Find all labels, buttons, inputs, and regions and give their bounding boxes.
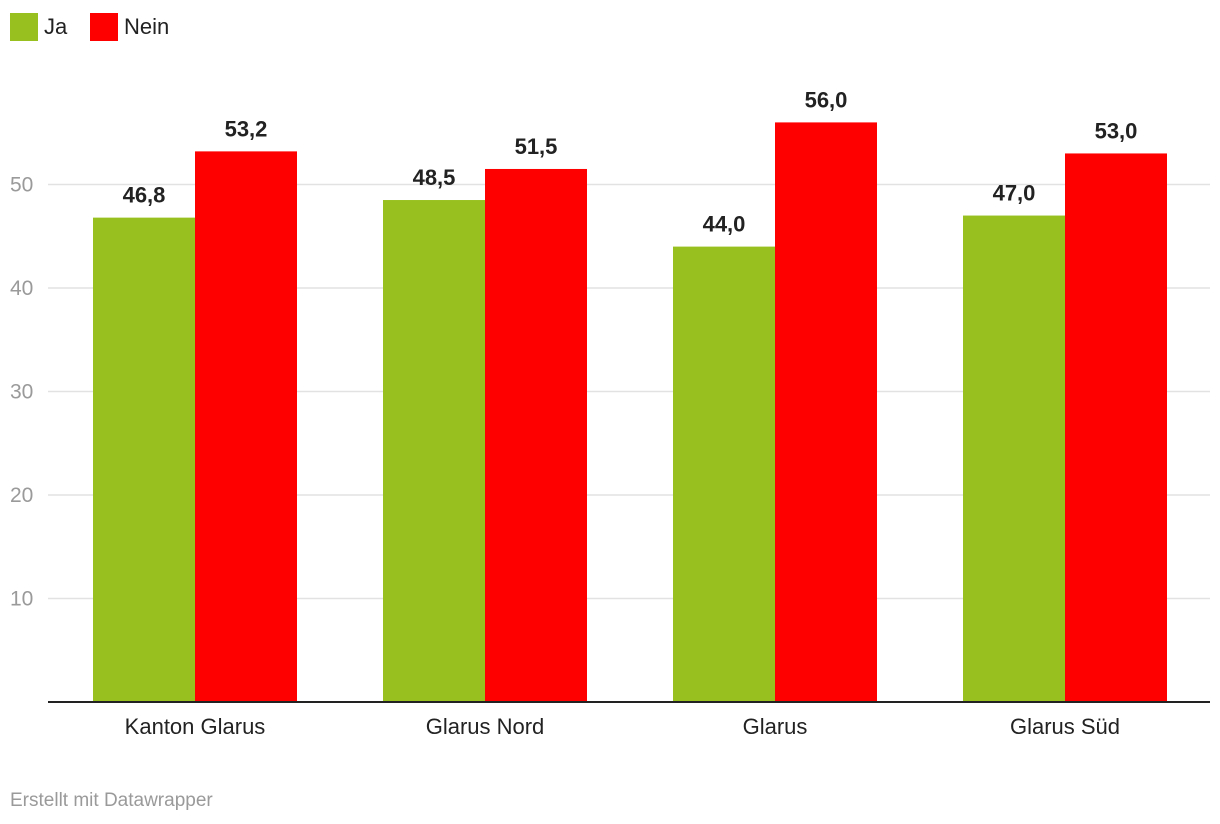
- legend-swatch-nein: [90, 13, 118, 41]
- value-label-nein-2: 56,0: [805, 87, 848, 112]
- bar-nein-0: [195, 151, 297, 702]
- y-tick-label-40: 40: [10, 277, 33, 300]
- value-label-ja-3: 47,0: [993, 181, 1036, 206]
- value-label-ja-1: 48,5: [413, 165, 456, 190]
- legend-label-nein: Nein: [124, 14, 169, 39]
- legend: Ja Nein: [10, 13, 169, 41]
- legend-swatch-ja: [10, 13, 38, 41]
- bar-nein-2: [775, 122, 877, 702]
- value-label-ja-0: 46,8: [123, 183, 166, 208]
- bars: [93, 122, 1167, 703]
- value-label-nein-1: 51,5: [515, 134, 558, 159]
- value-label-nein-0: 53,2: [225, 116, 268, 141]
- y-tick-label-20: 20: [10, 484, 33, 507]
- value-label-ja-2: 44,0: [703, 212, 746, 237]
- bar-ja-2: [673, 246, 775, 702]
- category-label-2: Glarus: [743, 714, 808, 739]
- category-label-1: Glarus Nord: [426, 714, 545, 739]
- bar-ja-0: [93, 217, 195, 702]
- footer-credit: Erstellt mit Datawrapper: [10, 790, 213, 811]
- legend-label-ja: Ja: [44, 14, 68, 39]
- bar-ja-3: [963, 215, 1065, 703]
- value-labels: 46,8 53,2 48,5 51,5 44,0 56,0 47,0 53,0: [123, 87, 1138, 236]
- y-tick-label-50: 50: [10, 174, 33, 197]
- category-labels: Kanton Glarus Glarus Nord Glarus Glarus Süd: [125, 714, 1120, 739]
- bar-nein-1: [485, 168, 587, 703]
- y-axis-ticks: 10 20 30 40 50: [10, 174, 33, 611]
- category-label-3: Glarus Süd: [1010, 714, 1120, 739]
- bar-nein-3: [1065, 153, 1167, 702]
- bar-ja-1: [383, 200, 485, 702]
- value-label-nein-3: 53,0: [1095, 118, 1138, 143]
- category-label-0: Kanton Glarus: [125, 714, 266, 739]
- y-tick-label-30: 30: [10, 381, 33, 404]
- y-tick-label-10: 10: [10, 588, 33, 611]
